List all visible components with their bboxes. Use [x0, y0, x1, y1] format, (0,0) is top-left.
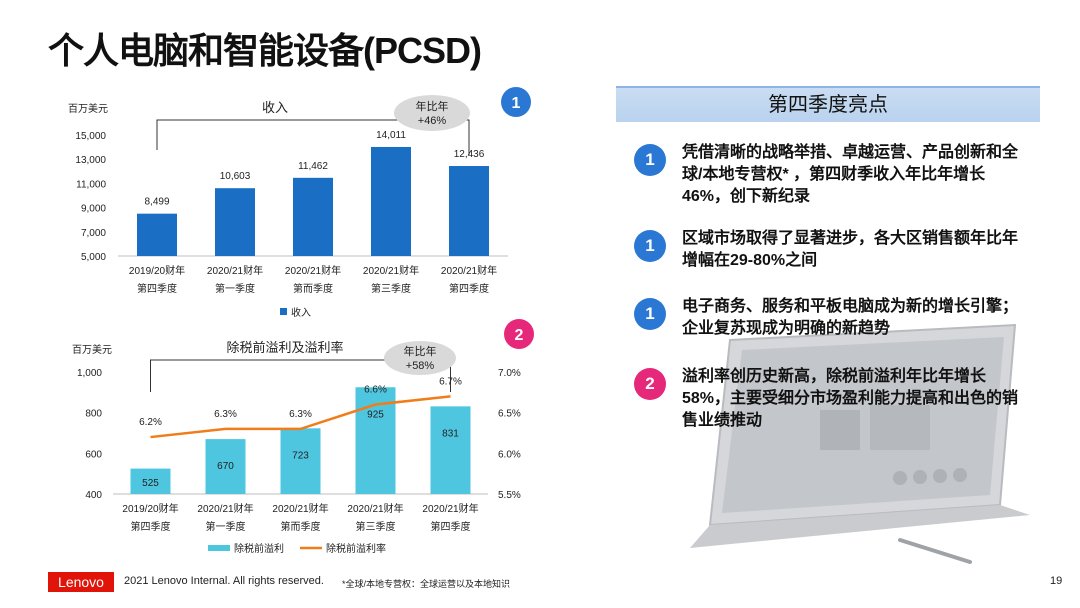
annotation-text: 年比年 [416, 99, 449, 113]
bar [449, 166, 489, 256]
line-value-label: 6.2% [139, 417, 162, 428]
legend-swatch [280, 308, 287, 315]
x-tick-label: 2020/21财年 [272, 502, 328, 515]
bar-value-label: 12,436 [454, 149, 485, 160]
y2-tick-label: 6.0% [498, 449, 521, 460]
annotation-bubble [384, 341, 456, 375]
bar-value-label: 10,603 [220, 171, 251, 182]
bar [293, 177, 333, 256]
y-tick-label: 1,000 [77, 368, 102, 379]
highlight-badge: 1 [634, 298, 666, 330]
highlight-badge: 2 [634, 368, 666, 400]
legend-label: 除税前溢利率 [326, 542, 386, 555]
page-number: 19 [1050, 575, 1063, 587]
y-axis-label: 百万美元 [72, 343, 112, 356]
highlights-header: 第四季度亮点 [616, 86, 1040, 122]
annotation-text: +46% [418, 115, 447, 127]
bar-value-label: 525 [142, 478, 159, 489]
chart-badge-label: 2 [515, 327, 524, 344]
highlight-text: 凭借清晰的战略举措、卓越运营、产品创新和全球/本地专营权* ，第四财季收入年比年… [682, 144, 1019, 205]
bar [280, 428, 321, 494]
x-tick-label: 第四季度 [137, 282, 177, 295]
series-line [150, 395, 451, 439]
charts-canvas: 百万美元 收入5,0007,0009,00011,00013,00015,000年… [68, 87, 534, 555]
bar-value-label: 925 [367, 409, 384, 420]
chart-title: 除税前溢利及溢利率 [226, 340, 343, 355]
bar [205, 439, 246, 494]
y-tick-label: 13,000 [75, 155, 106, 166]
y2-tick-label: 5.5% [498, 490, 521, 501]
y-tick-label: 800 [85, 409, 102, 420]
x-tick-label: 第三季度 [356, 520, 396, 533]
bar-value-label: 670 [217, 461, 234, 472]
x-tick-label: 第四季度 [431, 520, 471, 533]
y-tick-label: 600 [85, 449, 102, 460]
y-tick-label: 11,000 [76, 179, 106, 190]
x-tick-label: 第一季度 [206, 520, 246, 533]
bracket-line [156, 119, 470, 155]
x-tick-label: 第四季度 [131, 520, 171, 533]
copyright-text: 2021 Lenovo Internal. All rights reserve… [124, 575, 324, 587]
chart-badge [504, 319, 534, 349]
legend-swatch [208, 545, 230, 551]
x-tick-label: 2019/20财年 [122, 502, 178, 515]
bar [371, 146, 411, 256]
y-tick-label: 15,000 [75, 131, 106, 142]
y2-tick-label: 6.5% [498, 409, 521, 420]
chart-badge-label: 1 [512, 95, 521, 112]
y2-tick-label: 7.0% [498, 368, 521, 379]
x-tick-label: 2020/21财年 [207, 264, 263, 277]
x-tick-label: 2020/21财年 [347, 502, 403, 515]
bar-value-label: 14,011 [376, 130, 406, 141]
page-title: 个人电脑和智能设备(PCSD) [48, 30, 482, 71]
x-tick-label: 2020/21财年 [197, 502, 253, 515]
bar-value-label: 831 [442, 428, 459, 439]
annotation-bubble [394, 95, 470, 131]
highlight-text: 电子商务、服务和平板电脑成为新的增长引擎；企业复苏现成为明确的新趋势 [682, 298, 1019, 337]
y-tick-label: 7,000 [81, 228, 106, 239]
bar-value-label: 11,462 [298, 161, 328, 172]
highlight-badge: 1 [634, 230, 666, 262]
bar [137, 213, 177, 256]
highlight-badge: 1 [634, 144, 666, 176]
x-tick-label: 第而季度 [281, 520, 321, 533]
bar [130, 468, 171, 494]
legend-label: 收入 [291, 306, 311, 319]
y-tick-label: 5,000 [81, 252, 106, 263]
y-tick-label: 9,000 [81, 204, 106, 215]
legend-label: 除税前溢利 [234, 542, 284, 555]
annotation-text: 年比年 [404, 344, 437, 358]
y-tick-label: 400 [85, 490, 102, 501]
annotation-text: +58% [406, 360, 435, 372]
line-value-label: 6.7% [439, 376, 462, 387]
x-tick-label: 第四季度 [449, 282, 489, 295]
highlight-text: 溢利率创历史新高，除税前溢利年比年增长58%，主要受细分市场盈利能力提高和出色的… [682, 368, 1019, 429]
bar [215, 188, 255, 256]
y-axis-label: 百万美元 [68, 102, 108, 115]
x-tick-label: 第一季度 [215, 282, 255, 295]
x-tick-label: 2019/20财年 [129, 264, 185, 277]
line-value-label: 6.6% [364, 385, 387, 396]
x-tick-label: 2020/21财年 [422, 502, 478, 515]
bar-value-label: 8,499 [144, 197, 169, 208]
footer: Lenovo 2021 Lenovo Internal. All rights … [0, 570, 1080, 600]
x-tick-label: 2020/21财年 [285, 264, 341, 277]
laptop-illustration [690, 323, 1030, 564]
line-value-label: 6.3% [214, 409, 237, 420]
x-tick-label: 第三季度 [371, 282, 411, 295]
bar-value-label: 723 [292, 450, 309, 461]
x-tick-label: 2020/21财年 [363, 264, 419, 277]
bracket-line [150, 359, 451, 392]
x-tick-label: 2020/21财年 [441, 264, 497, 277]
footnote-text: *全球/本地专营权：全球运营以及本地知识 [342, 579, 511, 589]
x-tick-label: 第而季度 [293, 282, 333, 295]
lenovo-logo: Lenovo [48, 572, 114, 592]
chart-title: 收入 [262, 100, 288, 115]
highlight-text: 区域市场取得了显著进步，各大区销售额年比年增幅在29-80%之间 [682, 230, 1019, 269]
bar [430, 406, 471, 494]
chart-badge [501, 87, 531, 117]
line-value-label: 6.3% [289, 409, 312, 420]
